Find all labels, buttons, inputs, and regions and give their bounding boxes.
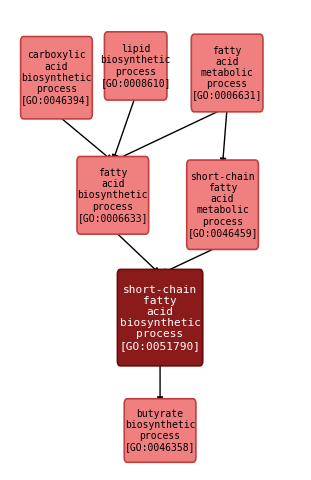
FancyBboxPatch shape xyxy=(191,34,263,112)
FancyBboxPatch shape xyxy=(77,156,149,234)
Text: carboxylic
acid
biosynthetic
process
[GO:0046394]: carboxylic acid biosynthetic process [GO… xyxy=(21,50,92,105)
Text: lipid
biosynthetic
process
[GO:0008610]: lipid biosynthetic process [GO:0008610] xyxy=(100,44,171,88)
FancyBboxPatch shape xyxy=(124,399,196,462)
Text: butyrate
biosynthetic
process
[GO:0046358]: butyrate biosynthetic process [GO:004635… xyxy=(125,408,195,452)
Text: fatty
acid
biosynthetic
process
[GO:0006633]: fatty acid biosynthetic process [GO:0006… xyxy=(77,168,148,223)
Text: fatty
acid
metabolic
process
[GO:0006631]: fatty acid metabolic process [GO:0006631… xyxy=(192,46,262,100)
Text: short-chain
fatty
acid
biosynthetic
process
[GO:0051790]: short-chain fatty acid biosynthetic proc… xyxy=(119,285,201,350)
Text: short-chain
fatty
acid
metabolic
process
[GO:0046459]: short-chain fatty acid metabolic process… xyxy=(187,172,258,238)
FancyBboxPatch shape xyxy=(21,36,92,119)
FancyBboxPatch shape xyxy=(104,32,167,100)
FancyBboxPatch shape xyxy=(187,160,258,250)
FancyBboxPatch shape xyxy=(117,269,203,366)
